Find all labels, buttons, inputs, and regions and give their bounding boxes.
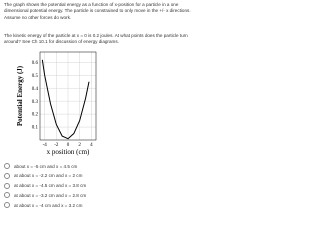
answer-option[interactable]: at about x = -4 cm and x = 3.2 cm (4, 202, 83, 209)
radio-button[interactable] (4, 182, 10, 189)
radio-button[interactable] (4, 202, 10, 209)
y-axis-label: Potential Energy (J) (16, 65, 24, 126)
prompt-text: The kinetic energy of the particle at x … (4, 33, 188, 45)
intro-text: The graph shows the potential energy as … (4, 2, 191, 20)
answer-option[interactable]: at about x = -2.2 cm and x = 2 cm (4, 172, 83, 179)
x-tick-label: 2 (78, 143, 81, 148)
y-tick-label: 0.6 (32, 61, 39, 66)
x-tick-label: 0 (67, 143, 70, 148)
option-text: at about x = -2.2 cm and x = 2 cm (14, 173, 83, 179)
option-text: at about x = -3.2 cm and x = 2.8 cm (14, 192, 87, 198)
radio-button[interactable] (4, 192, 10, 199)
y-tick-label: 0.3 (32, 100, 39, 105)
radio-button[interactable] (4, 172, 10, 179)
answer-option[interactable]: about x = -5 cm and x = 4.5 cm (4, 163, 77, 169)
curve (41, 59, 90, 140)
x-tick-label: 4 (90, 143, 93, 148)
y-tick-label: 0.1 (32, 126, 39, 131)
option-text: at about x = -4 cm and x = 3.2 cm (14, 202, 83, 208)
x-axis-label: x position (cm) (47, 148, 90, 156)
answer-option[interactable]: at about x = -4.5 cm and x = 3.8 cm (4, 182, 87, 189)
answer-option[interactable]: at about x = -3.2 cm and x = 2.8 cm (4, 192, 87, 199)
plot-frame (39, 51, 97, 141)
x-tick-label: -4 (43, 143, 48, 148)
chart: 0.1 0.2 0.3 0.4 0.5 0.6 -4 -2 0 2 4x position (cm)… (16, 51, 97, 156)
x-tick-label: -2 (54, 143, 59, 148)
y-tick-label: 0.4 (32, 87, 39, 92)
radio-button[interactable] (4, 163, 10, 169)
y-tick-label: 0.5 (32, 74, 39, 79)
option-text: at about x = -4.5 cm and x = 3.8 cm (14, 183, 87, 189)
page: The graph shows the potential energy as … (4, 2, 191, 209)
y-tick-label: 0.2 (32, 113, 39, 118)
option-text: about x = -5 cm and x = 4.5 cm (14, 163, 78, 169)
